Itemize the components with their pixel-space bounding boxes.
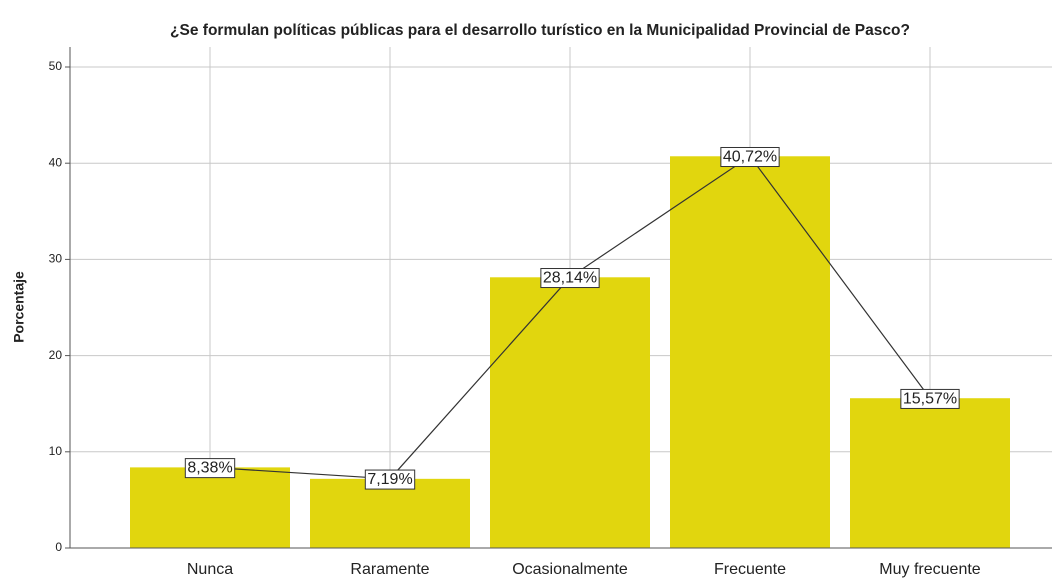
x-tick-label: Frecuente	[714, 561, 786, 578]
value-label: 28,14%	[543, 270, 597, 287]
value-label: 40,72%	[723, 148, 777, 165]
bar	[310, 478, 470, 548]
y-tick-label: 30	[49, 252, 63, 266]
y-tick-label: 0	[55, 540, 62, 554]
value-label: 7,19%	[367, 471, 412, 488]
x-tick-label: Nunca	[187, 561, 233, 578]
value-label: 15,57%	[903, 390, 957, 407]
bar	[850, 398, 1010, 548]
bar	[130, 467, 290, 548]
y-tick-label: 50	[49, 59, 63, 73]
value-label-box	[900, 388, 960, 409]
y-tick-label: 10	[49, 444, 63, 458]
bar	[670, 156, 830, 548]
x-tick-label: Raramente	[350, 561, 429, 578]
value-label: 8,38%	[187, 460, 232, 477]
y-axis-label: Porcentaje	[11, 271, 27, 343]
value-label-box	[720, 146, 780, 168]
value-label-box	[364, 469, 416, 490]
value-label-box	[184, 458, 236, 479]
x-tick-label: Muy frecuente	[879, 561, 980, 578]
x-tick-label: Ocasionalmente	[512, 561, 628, 578]
y-tick-label: 40	[49, 155, 63, 169]
chart-title: ¿Se formulan políticas públicas para el …	[170, 22, 910, 39]
value-label-box	[540, 268, 600, 289]
bar	[490, 277, 650, 548]
y-tick-label: 20	[49, 348, 63, 362]
